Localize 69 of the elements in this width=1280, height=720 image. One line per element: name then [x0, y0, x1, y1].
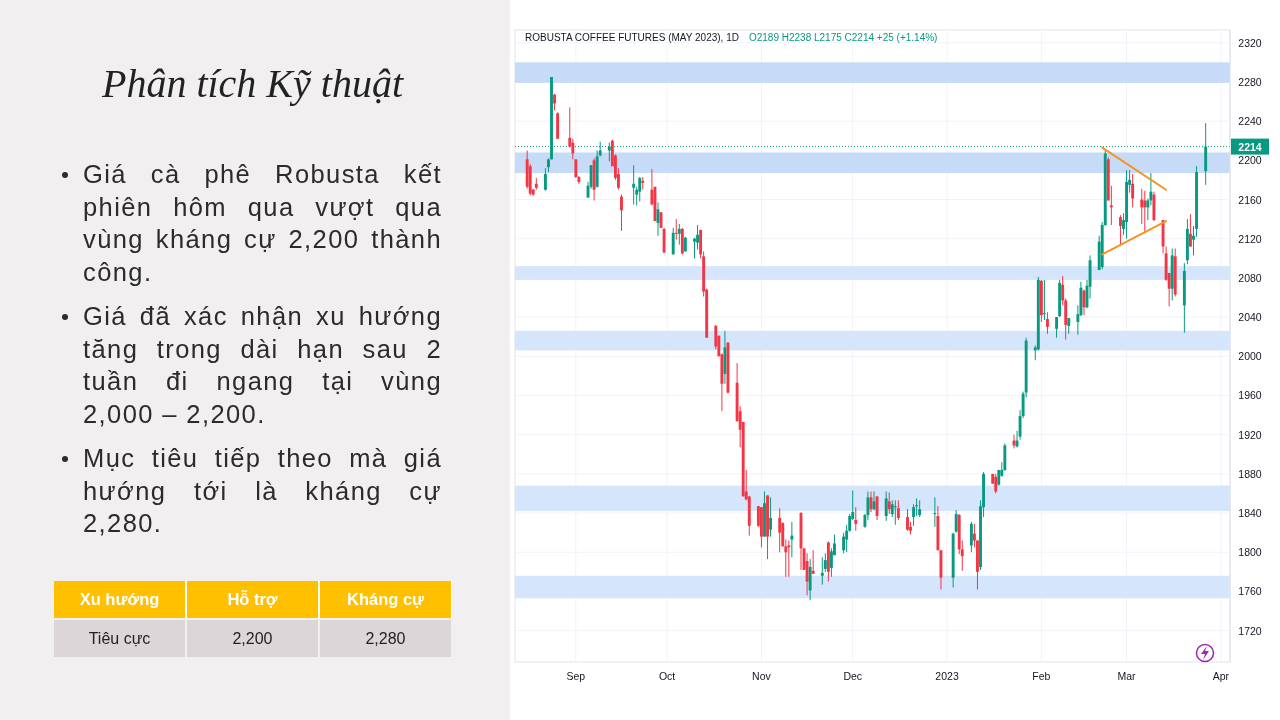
candlestick [811, 549, 815, 575]
candlestick [620, 194, 623, 232]
x-tick-label: Feb [1032, 670, 1051, 682]
y-tick-label: 2240 [1238, 115, 1262, 128]
chart-title: ROBUSTA COFFEE FUTURES (MAY 2023), 1D [525, 32, 739, 43]
y-tick-label: 1760 [1238, 585, 1262, 598]
candlestick [829, 547, 833, 578]
candlestick [769, 496, 773, 538]
y-tick-label: 2320 [1238, 36, 1262, 49]
candlestick [854, 506, 858, 532]
y-tick-label: 2160 [1238, 193, 1262, 206]
y-tick-label: 1800 [1238, 546, 1262, 559]
candlestick [875, 495, 879, 521]
text: Giá cà phê Robusta kết phiên hôm qua vượt qua vùng kháng cự 2,200 thành công. [83, 159, 442, 288]
y-tick-label: 1720 [1238, 624, 1262, 637]
candlestick [787, 540, 791, 578]
text: Kháng cự [320, 581, 451, 618]
candlestick [808, 558, 812, 601]
candlestick [674, 218, 678, 241]
candlestick [906, 508, 909, 532]
x-tick-label: Dec [843, 670, 863, 682]
text: Mục tiêu tiếp theo mà giá hướng tới là kháng cự 2,280. [83, 443, 442, 539]
candlestick [1140, 188, 1144, 225]
candlestick [677, 223, 681, 246]
y-tick-label: 2280 [1238, 75, 1262, 88]
text: 2,280 [320, 620, 451, 657]
y-tick-label: 1880 [1238, 467, 1262, 480]
y-tick-label: 1920 [1238, 428, 1262, 441]
text: 2,200 [187, 620, 318, 657]
candlestick [671, 227, 675, 255]
text: Hỗ trợ [187, 581, 318, 618]
candlestick [1055, 316, 1059, 339]
text: Phân tích Kỹ thuật [100, 60, 405, 107]
candlestick [1143, 190, 1147, 234]
y-tick-label: 1840 [1238, 507, 1262, 520]
y-tick-label: 2200 [1238, 154, 1262, 167]
candlestick [1189, 213, 1192, 248]
y-tick-label: 2000 [1238, 350, 1262, 363]
y-tick-label: 2080 [1238, 271, 1262, 284]
candlestick [1119, 214, 1122, 247]
candlestick [884, 491, 888, 522]
candlestick [969, 521, 973, 553]
y-tick-label: 2120 [1238, 232, 1262, 245]
candlestick [543, 167, 547, 192]
text: Giá đã xác nhận xu hướng tăng trong dài hạn sau 2 tuần đi ngang tại vùng 2,000 – 2,200. [83, 301, 442, 430]
candlestick [933, 496, 937, 528]
candlestick [693, 237, 696, 259]
candlestick [896, 499, 900, 521]
candlestick [1046, 311, 1049, 335]
candlestick [662, 227, 666, 254]
candlestick [954, 509, 958, 534]
candlestick [805, 552, 809, 596]
chart-subtitle: O2189 H2238 L2175 C2214 +25 (+1.14%) [748, 32, 938, 43]
x-tick-label: Nov [752, 670, 772, 682]
candlestick [820, 556, 824, 586]
candlestick [790, 521, 794, 558]
candlestick [632, 164, 636, 205]
x-tick-label: Oct [658, 670, 676, 682]
candlestick [887, 491, 891, 515]
x-tick-label: Apr [1212, 670, 1230, 682]
x-tick-label: Sep [566, 670, 586, 682]
x-tick-label: Mar [1117, 670, 1137, 682]
text: Tiêu cực [54, 620, 185, 657]
x-tick-label: 2023 [935, 670, 959, 682]
text: Xu hướng [54, 581, 185, 618]
ref-line-label: 2214 [1238, 140, 1262, 153]
y-tick-label: 2040 [1238, 311, 1262, 324]
candlestick [1131, 173, 1135, 208]
y-tick-label: 1960 [1238, 389, 1262, 402]
